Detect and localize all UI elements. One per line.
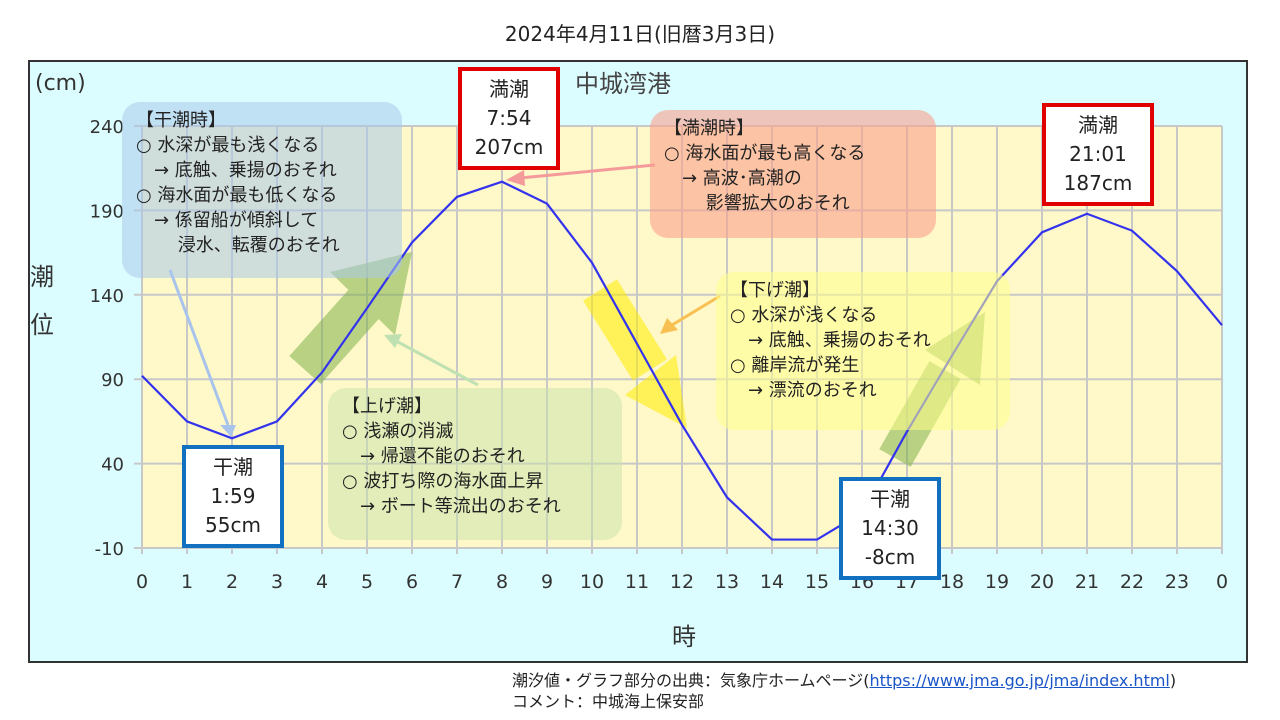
x-tick-label: 15 xyxy=(805,571,829,593)
tide-level: 187cm xyxy=(1063,171,1133,195)
x-tick-label: 8 xyxy=(496,571,508,593)
y-tick-label: 40 xyxy=(101,455,124,476)
low-tide-pointer-head xyxy=(220,425,236,437)
x-tick-label: 13 xyxy=(715,571,739,593)
high-tide-pointer xyxy=(519,163,656,180)
high-tide-pointer-head xyxy=(506,170,525,186)
comment-text: コメント：中城海上保安部 xyxy=(512,692,705,711)
date-title: 2024年4月11日(旧暦3月3日) xyxy=(504,22,776,46)
low-tide-box-2: 干潮 14:30 -8cm xyxy=(839,477,941,580)
tide-line xyxy=(141,180,1223,541)
y-tick-label: 240 xyxy=(90,117,124,138)
source-suffix: ) xyxy=(1169,671,1177,690)
x-tick-label: 21 xyxy=(1075,571,1099,593)
y-tick-label: 190 xyxy=(90,201,124,222)
high-tide-box-1: 満潮 7:54 207cm xyxy=(458,67,560,170)
tide-label: 干潮 xyxy=(213,455,253,479)
low-tide-pointer xyxy=(168,269,230,426)
falling-pointer-head xyxy=(660,318,678,334)
tide-label: 干潮 xyxy=(870,487,910,511)
y-tick-label: -10 xyxy=(95,539,124,560)
falling-arrow-head xyxy=(625,355,687,428)
tide-label: 満潮 xyxy=(489,77,529,101)
y-tick-label: 90 xyxy=(101,370,124,391)
x-tick-label: 0 xyxy=(1216,571,1228,593)
rising-pointer-head xyxy=(384,334,402,348)
x-tick-label: 0 xyxy=(136,571,148,593)
x-tick-label: 19 xyxy=(985,571,1009,593)
x-tick-label: 12 xyxy=(670,571,694,593)
source-link[interactable]: https://www.jma.go.jp/jma/index.html xyxy=(869,671,1170,690)
falling-pointer xyxy=(671,294,721,327)
low-tide-note: 【干潮時】 ○ 水深が最も浅くなる → 底触、乗揚のおそれ ○ 海水面が最も低く… xyxy=(122,102,402,278)
tide-label: 満潮 xyxy=(1078,113,1118,137)
tide-level: 55cm xyxy=(205,513,261,537)
high-tide-note: 【満潮時】 ○ 海水面が最も高くなる → 高波･高潮の 影響拡大のおそれ xyxy=(650,110,936,238)
x-tick-label: 2 xyxy=(226,571,238,593)
x-tick-label: 5 xyxy=(361,571,373,593)
y-axis-label: 潮位 xyxy=(30,263,54,339)
rising-pointer xyxy=(397,340,479,387)
rising-arrow-shaft-1 xyxy=(289,281,388,384)
x-tick-label: 18 xyxy=(940,571,964,593)
x-tick-label: 7 xyxy=(451,571,463,593)
tide-time: 1:59 xyxy=(210,484,256,508)
x-tick-label: 14 xyxy=(760,571,784,593)
x-tick-label: 6 xyxy=(406,571,418,593)
tide-time: 21:01 xyxy=(1069,142,1127,166)
low-tide-box-1: 干潮 1:59 55cm xyxy=(182,445,284,548)
x-tick-label: 11 xyxy=(625,571,649,593)
x-tick-label: 20 xyxy=(1030,571,1054,593)
tide-time: 7:54 xyxy=(486,106,532,130)
rising-tide-note: 【上げ潮】 ○ 浅瀬の消滅 → 帰還不能のおそれ ○ 波打ち際の海水面上昇 → … xyxy=(328,388,622,540)
x-tick-label: 1 xyxy=(181,571,193,593)
x-tick-label: 10 xyxy=(580,571,604,593)
x-tick-label: 22 xyxy=(1120,571,1144,593)
tide-time: 14:30 xyxy=(861,516,919,540)
high-tide-box-2: 満潮 21:01 187cm xyxy=(1042,103,1154,206)
x-axis-label: 時 xyxy=(672,623,696,651)
y-unit: (cm) xyxy=(35,71,86,96)
x-tick-label: 4 xyxy=(316,571,328,593)
y-tick-label: 140 xyxy=(90,286,124,307)
chart-title: 中城湾港 xyxy=(575,70,671,98)
falling-tide-note: 【下げ潮】 ○ 水深が浅くなる → 底触、乗揚のおそれ ○ 離岸流が発生 → 漂… xyxy=(716,272,1010,430)
tide-level: 207cm xyxy=(474,135,544,159)
x-tick-label: 9 xyxy=(541,571,553,593)
x-tick-label: 23 xyxy=(1165,571,1189,593)
source-text: 潮汐値・グラフ部分の出典：気象庁ホームページ( xyxy=(512,671,870,690)
footer: 潮汐値・グラフ部分の出典：気象庁ホームページ(https://www.jma.g… xyxy=(512,670,1176,712)
falling-arrow-shaft xyxy=(583,279,667,381)
tide-level: -8cm xyxy=(864,545,916,569)
x-tick-label: 3 xyxy=(271,571,283,593)
